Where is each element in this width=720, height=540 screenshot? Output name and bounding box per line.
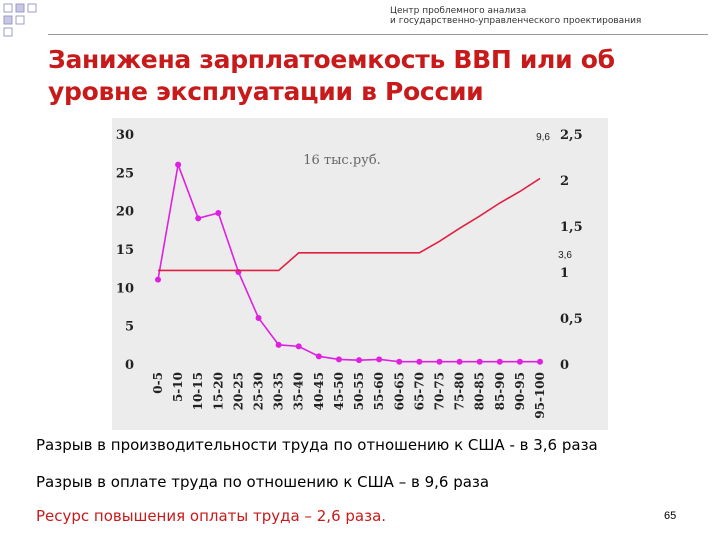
y-right-tick-label: 0 [560,358,569,373]
x-tick-label: 25-30 [252,372,266,410]
series-point [376,356,383,363]
x-tick-label: 30-35 [272,372,286,410]
y-left-tick-label: 30 [116,128,134,143]
annotation-3-6: 3,6 [558,250,572,261]
series-point [175,161,182,168]
y-right-tick-label: 0,5 [560,312,583,327]
slide-title-line2: уровне эксплуатации в России [48,77,484,106]
header-organization: Центр проблемного анализа и государствен… [390,6,710,26]
y-left-tick-label: 5 [125,320,134,335]
header-divider [48,34,708,35]
series-point [195,215,202,222]
corner-squares-decoration [3,3,37,37]
x-tick-label: 0-5 [151,372,165,394]
y-right-tick-label: 2 [560,174,569,189]
series-point [416,358,423,365]
series-point [436,358,443,365]
x-tick-label: 35-40 [292,372,306,410]
x-tick-label: 90-95 [513,372,527,410]
x-tick-label: 75-80 [453,372,467,410]
x-tick-label: 5-10 [171,372,185,402]
x-tick-label: 40-45 [312,372,326,410]
series-point [476,358,483,365]
chart: 0 5 10 15 20 25 30 0 0,5 1 1,5 2 2,5 0-5 5-10 10-15 15-2… [112,118,608,430]
text-wage-gap: Разрыв в оплате труда по отношению к США… [36,473,490,491]
x-tick-label: 20-25 [231,372,245,410]
x-tick-label: 70-75 [432,372,446,410]
y-right-tick-label: 2,5 [560,128,583,143]
series-point [215,209,222,216]
series-point [255,315,262,321]
y-left-tick-label: 15 [116,243,134,258]
series-point [335,356,342,363]
x-tick-label: 45-50 [332,372,346,410]
series-point [315,353,322,360]
series-point [537,358,543,365]
y-left-tick-label: 10 [116,281,134,296]
text-wage-resource: Ресурс повышения оплаты труда – 2,6 раза… [36,507,387,525]
series-point [356,357,363,364]
annotation-16k: 16 тыс.руб. [303,153,381,168]
chart-svg: 0 5 10 15 20 25 30 0 0,5 1 1,5 2 2,5 0-5 5-10 10-15 15-2… [112,118,608,430]
slide-title: Занижена зарплатоемкость ВВП или об уров… [48,44,688,108]
x-tick-label: 15-20 [211,372,225,410]
y-left-tick-label: 20 [116,205,134,220]
slide-title-line1: Занижена зарплатоемкость ВВП или об [48,45,615,74]
x-tick-label: 80-85 [473,372,487,410]
x-tick-label: 10-15 [191,372,205,410]
x-tick-label: 65-70 [412,372,426,410]
annotation-9-6: 9,6 [536,132,550,143]
series-point [295,343,302,350]
y-right-tick-label: 1 [560,266,569,281]
series-point [396,358,403,365]
x-tick-label: 50-55 [352,372,366,410]
series-point [275,341,282,348]
series-point [456,358,463,365]
x-tick-label: 55-60 [372,372,386,410]
y-right-tick-label: 1,5 [560,220,583,235]
series-point [155,276,161,283]
header-org-line1: Центр проблемного анализа [390,6,527,16]
chart-background [112,118,608,430]
series-line [157,161,540,363]
y-left-tick-label: 0 [125,358,134,373]
y-left-tick-label: 25 [116,166,134,181]
x-tick-label: 85-90 [493,372,507,410]
x-tick-label: 60-65 [392,372,406,410]
page-number: 65 [664,510,677,522]
x-tick-label: 95-100 [533,372,547,419]
text-productivity-gap: Разрыв в производительности труда по отн… [36,436,598,454]
series-line [158,177,541,272]
header-org-line2: и государственно-управленческого проекти… [390,16,642,26]
series-point [496,358,503,365]
series-point [516,358,523,365]
